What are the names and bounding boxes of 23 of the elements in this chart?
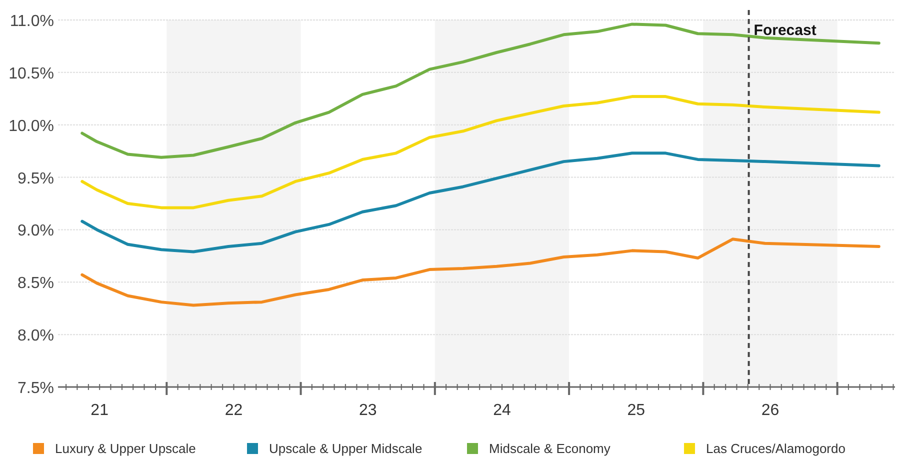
line-series (80, 238, 880, 307)
ref-line-label: Forecast (754, 22, 816, 39)
y-tick-label: 10.5% (8, 65, 54, 82)
legend-label: Las Cruces/Alamogordo (706, 441, 846, 456)
legend-label: Luxury & Upper Upscale (55, 441, 196, 456)
x-tick-label: 24 (493, 402, 511, 419)
y-tick-label: 11.0% (10, 13, 54, 30)
y-tick-label: 8.5% (18, 275, 54, 292)
y-tick-label: 10.0% (8, 118, 54, 135)
line-series (80, 95, 880, 210)
y-tick-label: 7.5% (18, 380, 54, 397)
line-series (80, 22, 880, 159)
x-tick-label: 23 (358, 402, 377, 419)
legend-label: Upscale & Upper Midscale (269, 441, 422, 456)
y-tick-label: 9.5% (18, 170, 54, 188)
x-tick-label: 22 (224, 402, 243, 419)
x-tick-label: 26 (761, 402, 780, 419)
legend-label: Midscale & Economy (489, 441, 611, 456)
y-tick-label: 8.0% (18, 328, 54, 345)
y-tick-label: 9.0% (18, 222, 54, 240)
line-series (80, 152, 880, 254)
x-tick-label: 21 (90, 402, 109, 419)
x-tick-label: 25 (627, 402, 646, 419)
